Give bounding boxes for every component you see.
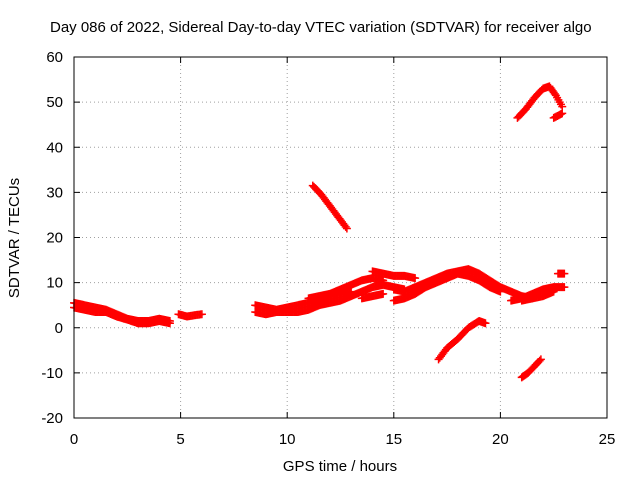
series-track-midday-plateau <box>368 267 420 283</box>
y-tick-label: 20 <box>46 230 63 247</box>
x-tick-label: 15 <box>385 431 402 448</box>
series-track-negative-rise <box>434 316 490 364</box>
data-point <box>165 319 174 328</box>
x-tick-label: 0 <box>70 431 78 448</box>
data-point <box>558 102 567 111</box>
plot-frame <box>73 56 608 419</box>
data-point <box>347 287 356 296</box>
x-tick-label: 20 <box>492 431 509 448</box>
data-point <box>341 222 350 231</box>
series-track-midday-dip <box>357 289 388 303</box>
series-track-early-morning-b <box>70 303 174 328</box>
series-track-afternoon-wave-b <box>389 269 505 305</box>
series-track-evening-rise-b <box>517 287 558 305</box>
data-point <box>536 355 545 364</box>
axis-ticks: 0 5 10 15 20 25 -20 -10 0 10 20 30 40 50 60 <box>41 49 615 448</box>
data-point <box>342 224 351 233</box>
data-point <box>560 269 569 278</box>
y-tick-label: 30 <box>46 184 63 201</box>
y-tick-label: 10 <box>46 275 63 292</box>
series-track-high-arc <box>513 82 567 122</box>
x-tick-label: 10 <box>279 431 296 448</box>
data-point <box>560 283 569 292</box>
series-track-evening-short <box>553 269 569 278</box>
series-track-descending-high <box>308 181 351 233</box>
data-point <box>379 289 388 298</box>
x-tick-label: 5 <box>176 431 184 448</box>
data-point <box>379 276 388 285</box>
chart-title: Day 086 of 2022, Sidereal Day-to-day VTE… <box>50 19 592 36</box>
y-tick-label: 60 <box>46 49 63 66</box>
series-track-midday-hump <box>304 274 388 303</box>
series-track-dawn-short <box>174 310 206 321</box>
data-point <box>197 310 206 319</box>
y-tick-label: 40 <box>46 139 63 156</box>
y-axis-label: SDTVAR / TECUs <box>6 178 23 298</box>
y-tick-label: 50 <box>46 94 63 111</box>
data-point <box>496 287 505 296</box>
data-point <box>481 319 490 328</box>
grid-lines <box>74 57 607 418</box>
y-tick-label: -20 <box>41 410 63 427</box>
y-tick-label: 0 <box>55 320 63 337</box>
x-axis-label: GPS time / hours <box>283 458 397 475</box>
series-track-high-short <box>549 109 567 122</box>
data-series <box>70 82 569 382</box>
data-point <box>549 287 558 296</box>
data-point <box>558 109 567 118</box>
y-tick-label: -10 <box>41 365 63 382</box>
series-track-negative-low <box>517 355 545 382</box>
data-point <box>411 274 420 283</box>
x-tick-label: 25 <box>599 431 616 448</box>
data-point <box>535 356 544 365</box>
